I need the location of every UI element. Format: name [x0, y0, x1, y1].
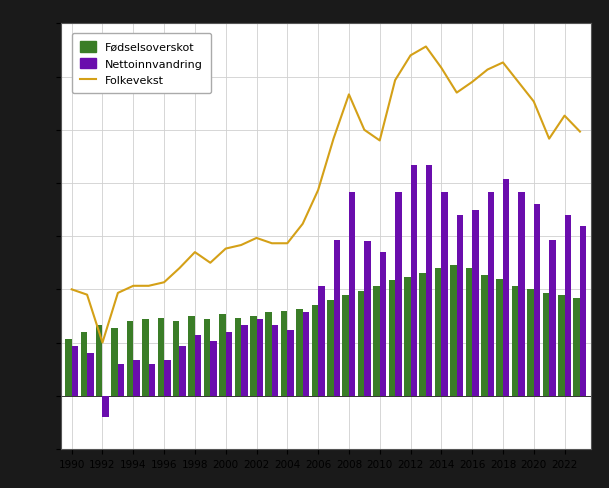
Bar	[420, 274, 426, 396]
Bar	[256, 320, 263, 396]
Bar	[164, 361, 171, 396]
Bar	[219, 315, 226, 396]
Bar	[496, 279, 503, 396]
Bar	[503, 180, 509, 396]
Bar	[318, 286, 325, 396]
Bar	[296, 309, 303, 396]
Bar	[466, 268, 472, 396]
Bar	[457, 216, 463, 396]
Bar	[96, 325, 102, 396]
Bar	[472, 210, 479, 396]
Bar	[349, 192, 356, 396]
Bar	[410, 166, 417, 396]
Bar	[312, 305, 318, 396]
Bar	[173, 322, 180, 396]
Bar	[533, 205, 540, 396]
Bar	[512, 286, 518, 396]
Bar	[303, 313, 309, 396]
Bar	[272, 325, 278, 396]
Bar	[65, 339, 72, 396]
Bar	[435, 268, 442, 396]
Bar	[364, 242, 371, 396]
Bar	[287, 330, 294, 396]
Bar	[250, 316, 256, 396]
Bar	[327, 301, 334, 396]
Bar	[450, 265, 457, 396]
Bar	[395, 192, 401, 396]
Bar	[580, 226, 586, 396]
Bar	[543, 293, 549, 396]
Bar	[481, 276, 488, 396]
Bar	[558, 295, 565, 396]
Bar	[111, 329, 118, 396]
Bar	[180, 346, 186, 396]
Bar	[127, 322, 133, 396]
Bar	[133, 361, 139, 396]
Bar	[118, 364, 124, 396]
Bar	[266, 313, 272, 396]
Bar	[143, 320, 149, 396]
Bar	[389, 281, 395, 396]
Bar	[574, 299, 580, 396]
Bar	[241, 325, 248, 396]
Bar	[404, 277, 410, 396]
Bar	[334, 240, 340, 396]
Bar	[565, 216, 571, 396]
Bar	[226, 332, 232, 396]
Bar	[102, 396, 109, 417]
Bar	[80, 332, 87, 396]
Bar	[373, 286, 380, 396]
Bar	[149, 364, 155, 396]
Bar	[195, 336, 202, 396]
Bar	[204, 320, 210, 396]
Bar	[488, 192, 494, 396]
Bar	[518, 192, 525, 396]
Bar	[426, 166, 432, 396]
Bar	[210, 341, 217, 396]
Bar	[527, 290, 533, 396]
Bar	[549, 240, 555, 396]
Bar	[342, 295, 349, 396]
Bar	[188, 316, 195, 396]
Bar	[281, 311, 287, 396]
Legend: Fødselsoverskot, Nettoinnvandring, Folkevekst: Fødselsoverskot, Nettoinnvandring, Folke…	[72, 34, 211, 94]
Bar	[358, 291, 364, 396]
Bar	[442, 192, 448, 396]
Bar	[380, 253, 386, 396]
Bar	[234, 318, 241, 396]
Bar	[72, 346, 78, 396]
Bar	[158, 318, 164, 396]
Bar	[87, 353, 94, 396]
